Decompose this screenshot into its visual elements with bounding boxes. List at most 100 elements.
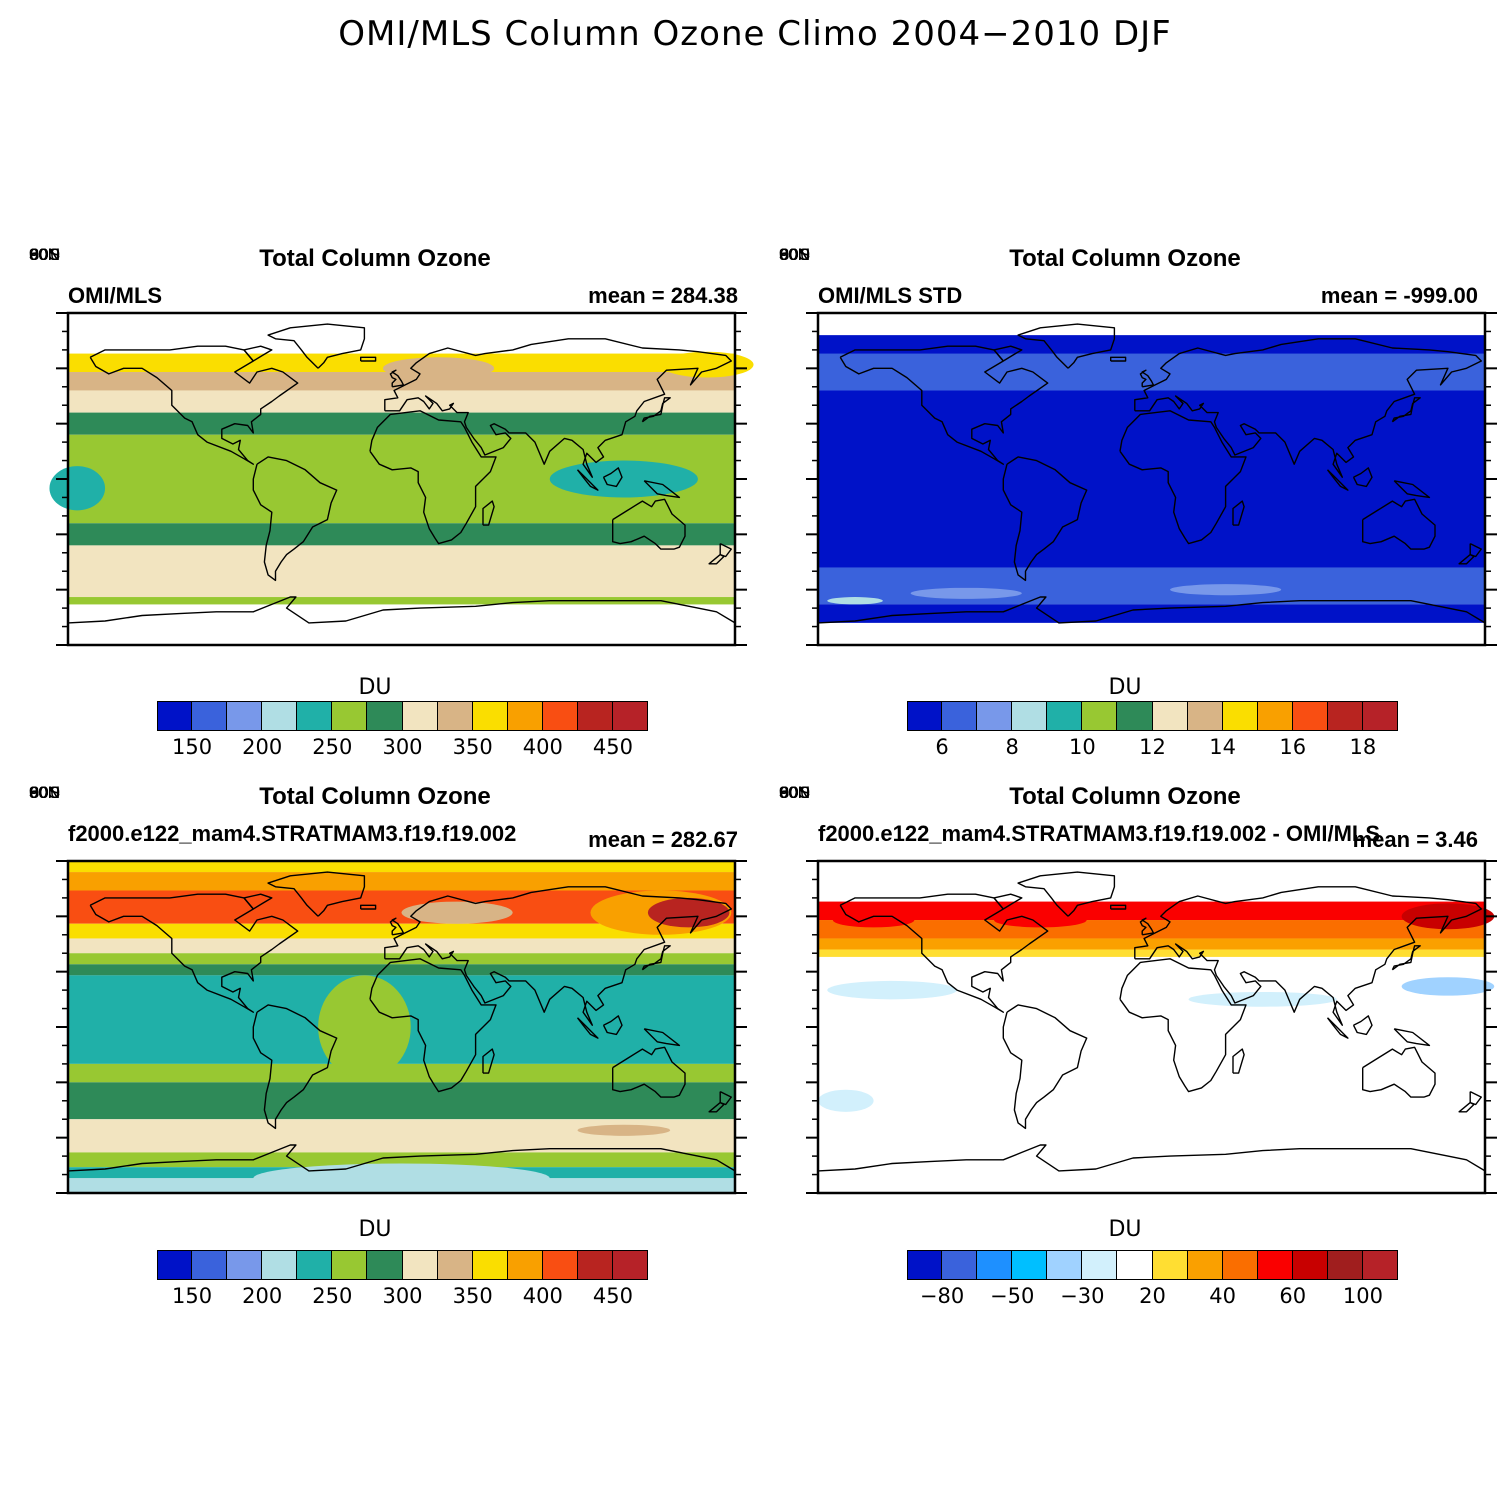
lat-tick-label: 30S — [29, 783, 60, 802]
colorbar-swatch — [942, 1250, 978, 1280]
lat-tick-label: 30S — [779, 245, 810, 264]
lat-tick-label: 0 — [50, 783, 60, 802]
colorbar-swatch — [577, 701, 614, 731]
coastline — [267, 871, 366, 917]
panel-model: Total Column Ozone f2000.e122_mam4.STRAT… — [0, 783, 750, 1323]
colorbar-tick-label: 10 — [1068, 735, 1096, 759]
colorbar-tick-label: 250 — [312, 1284, 353, 1308]
contour-patch — [994, 912, 1087, 928]
colorbar — [157, 701, 649, 731]
colorbar-swatch — [1222, 1250, 1258, 1280]
contour-band — [68, 1119, 735, 1153]
colorbar-swatch — [613, 701, 649, 731]
colorbar-label: DU — [1108, 1217, 1142, 1242]
colorbar-swatch — [542, 1250, 578, 1280]
colorbar-swatch — [297, 1250, 333, 1280]
contour-patch — [1401, 977, 1495, 996]
lat-tick-label: 60N — [778, 245, 810, 264]
contour-patch — [832, 912, 915, 928]
colorbar-tick-label: 150 — [172, 735, 213, 759]
coastline — [993, 345, 1023, 362]
colorbar-swatch — [977, 1250, 1013, 1280]
contour-patch — [660, 351, 754, 378]
coastline — [708, 553, 725, 565]
coastline — [1326, 1017, 1349, 1039]
colorbar-tick-label: 16 — [1279, 735, 1307, 759]
lat-tick-label: 30N — [778, 245, 810, 264]
lat-tick-label: 60S — [29, 783, 60, 802]
colorbar-swatch — [227, 701, 263, 731]
colorbar-swatch — [1327, 701, 1364, 731]
coastline — [389, 917, 405, 936]
coastline — [612, 498, 686, 550]
panel-omi-mls-std: Total Column Ozone OMI/MLS STD mean = -9… — [750, 245, 1500, 785]
map-plot — [56, 859, 747, 1195]
coastline — [1469, 1090, 1482, 1106]
contour-band — [68, 923, 735, 939]
contour-band — [818, 390, 1485, 568]
lat-tick-label: 0 — [50, 245, 60, 264]
coastline — [1119, 410, 1247, 545]
colorbar-tick-label: 300 — [382, 735, 423, 759]
colorbar-swatch — [367, 1250, 403, 1280]
contour-patch — [827, 597, 883, 605]
panel-mean-label: mean = -999.00 — [1320, 283, 1478, 308]
colorbar-swatch — [262, 701, 298, 731]
lat-tick-label: 60N — [28, 783, 60, 802]
coastline — [67, 596, 736, 624]
coastline — [1134, 886, 1482, 1026]
colorbar-swatch — [157, 701, 193, 731]
contour-band — [818, 604, 1485, 623]
contour-band — [818, 353, 1485, 391]
contour-patch — [577, 1124, 671, 1136]
colorbar-tick-label: 450 — [592, 735, 633, 759]
coastline — [708, 1101, 725, 1113]
colorbar-swatch — [977, 701, 1013, 731]
colorbar-tick-label: 300 — [382, 1284, 423, 1308]
colorbar-swatch — [1257, 701, 1293, 731]
colorbar-swatch — [542, 701, 578, 731]
colorbar-swatch — [437, 701, 473, 731]
coastline — [1139, 369, 1155, 388]
lat-tick-label: 0 — [800, 245, 810, 264]
coastline — [602, 467, 623, 488]
coastline — [576, 1017, 599, 1039]
colorbar-swatch — [332, 701, 368, 731]
lat-tick-label: 90S — [29, 783, 60, 802]
contour-patch — [401, 901, 513, 924]
panel-left-label: f2000.e122_mam4.STRATMAM3.f19.f19.002 - … — [818, 821, 1381, 846]
coastline — [482, 1048, 495, 1074]
contour-patch — [1188, 991, 1337, 1007]
coastline — [384, 886, 732, 1026]
colorbar-swatch — [227, 1250, 263, 1280]
colorbar-swatch — [1152, 701, 1188, 731]
colorbar-tick-label: −30 — [1060, 1284, 1105, 1308]
colorbar-tick-label: 450 — [592, 1284, 633, 1308]
colorbar-tick-label: 400 — [522, 1284, 563, 1308]
colorbar-tick-label: −80 — [919, 1284, 965, 1308]
colorbar-tick-label: 8 — [1005, 735, 1019, 759]
colorbar-swatch — [332, 1250, 368, 1280]
coastline — [1110, 904, 1127, 910]
contour-band — [68, 938, 735, 954]
colorbar-tick-label: 40 — [1209, 1284, 1236, 1308]
coastline — [369, 958, 497, 1093]
coastline — [1352, 1015, 1373, 1036]
coastline — [1134, 338, 1482, 478]
coastline — [1119, 958, 1247, 1093]
lat-tick-label: 90N — [28, 783, 60, 802]
lat-tick-label: 60S — [779, 783, 810, 802]
contour-band — [68, 1063, 735, 1083]
contour-patch — [382, 357, 495, 380]
coastline — [1139, 917, 1155, 936]
contour-band — [68, 861, 735, 873]
coastline — [719, 1090, 732, 1106]
contour-band — [818, 938, 1485, 950]
colorbar-tick-label: −50 — [990, 1284, 1035, 1308]
coastline — [1391, 397, 1421, 423]
colorbar-swatch — [1292, 1250, 1328, 1280]
colorbar — [907, 1250, 1399, 1280]
coastline — [643, 480, 681, 499]
map-plot — [49, 311, 754, 647]
coastline — [360, 356, 377, 362]
